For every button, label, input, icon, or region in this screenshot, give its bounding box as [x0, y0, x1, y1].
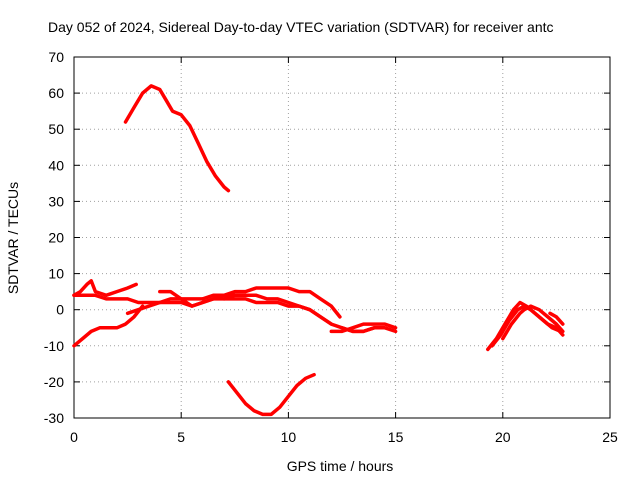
- series-line-arc-high: [123, 84, 231, 193]
- series-line-arc-f: [200, 286, 342, 319]
- y-tick-label: 0: [56, 302, 64, 318]
- y-tick-label: 10: [48, 266, 64, 282]
- x-tick-label: 15: [388, 429, 404, 445]
- y-tick-label: -30: [44, 410, 64, 426]
- grid: [74, 57, 610, 418]
- y-tick-label: 20: [48, 230, 64, 246]
- series-line-arc-h: [329, 322, 398, 334]
- ticks: 0 5 10 15 20 25 -30 -20 -10 0 10 20 30 40 50 60 70: [44, 49, 618, 445]
- x-tick-label: 10: [281, 429, 297, 445]
- x-tick-label: 0: [70, 429, 78, 445]
- x-tick-label: 5: [177, 429, 185, 445]
- x-axis-label: GPS time / hours: [287, 458, 394, 474]
- series-group: [72, 84, 565, 417]
- series-line-arc-low: [226, 372, 316, 417]
- series-line-arc-l: [501, 304, 565, 341]
- chart-title: Day 052 of 2024, Sidereal Day-to-day VTE…: [48, 19, 554, 35]
- x-tick-label: 20: [495, 429, 511, 445]
- y-tick-label: 50: [48, 121, 64, 137]
- series-line-arc-m: [548, 311, 565, 326]
- series-line-arc-c: [72, 304, 145, 348]
- y-axis-label: SDTVAR / TECUs: [5, 182, 21, 294]
- y-tick-label: 40: [48, 157, 64, 173]
- y-tick-label: 30: [48, 193, 64, 209]
- series-line-arc-i: [340, 326, 398, 334]
- x-tick-label: 25: [602, 429, 618, 445]
- y-tick-label: 70: [48, 49, 64, 65]
- y-tick-label: -10: [44, 338, 64, 354]
- series-line-arc-a: [72, 279, 138, 298]
- y-tick-label: -20: [44, 374, 64, 390]
- y-tick-label: 60: [48, 85, 64, 101]
